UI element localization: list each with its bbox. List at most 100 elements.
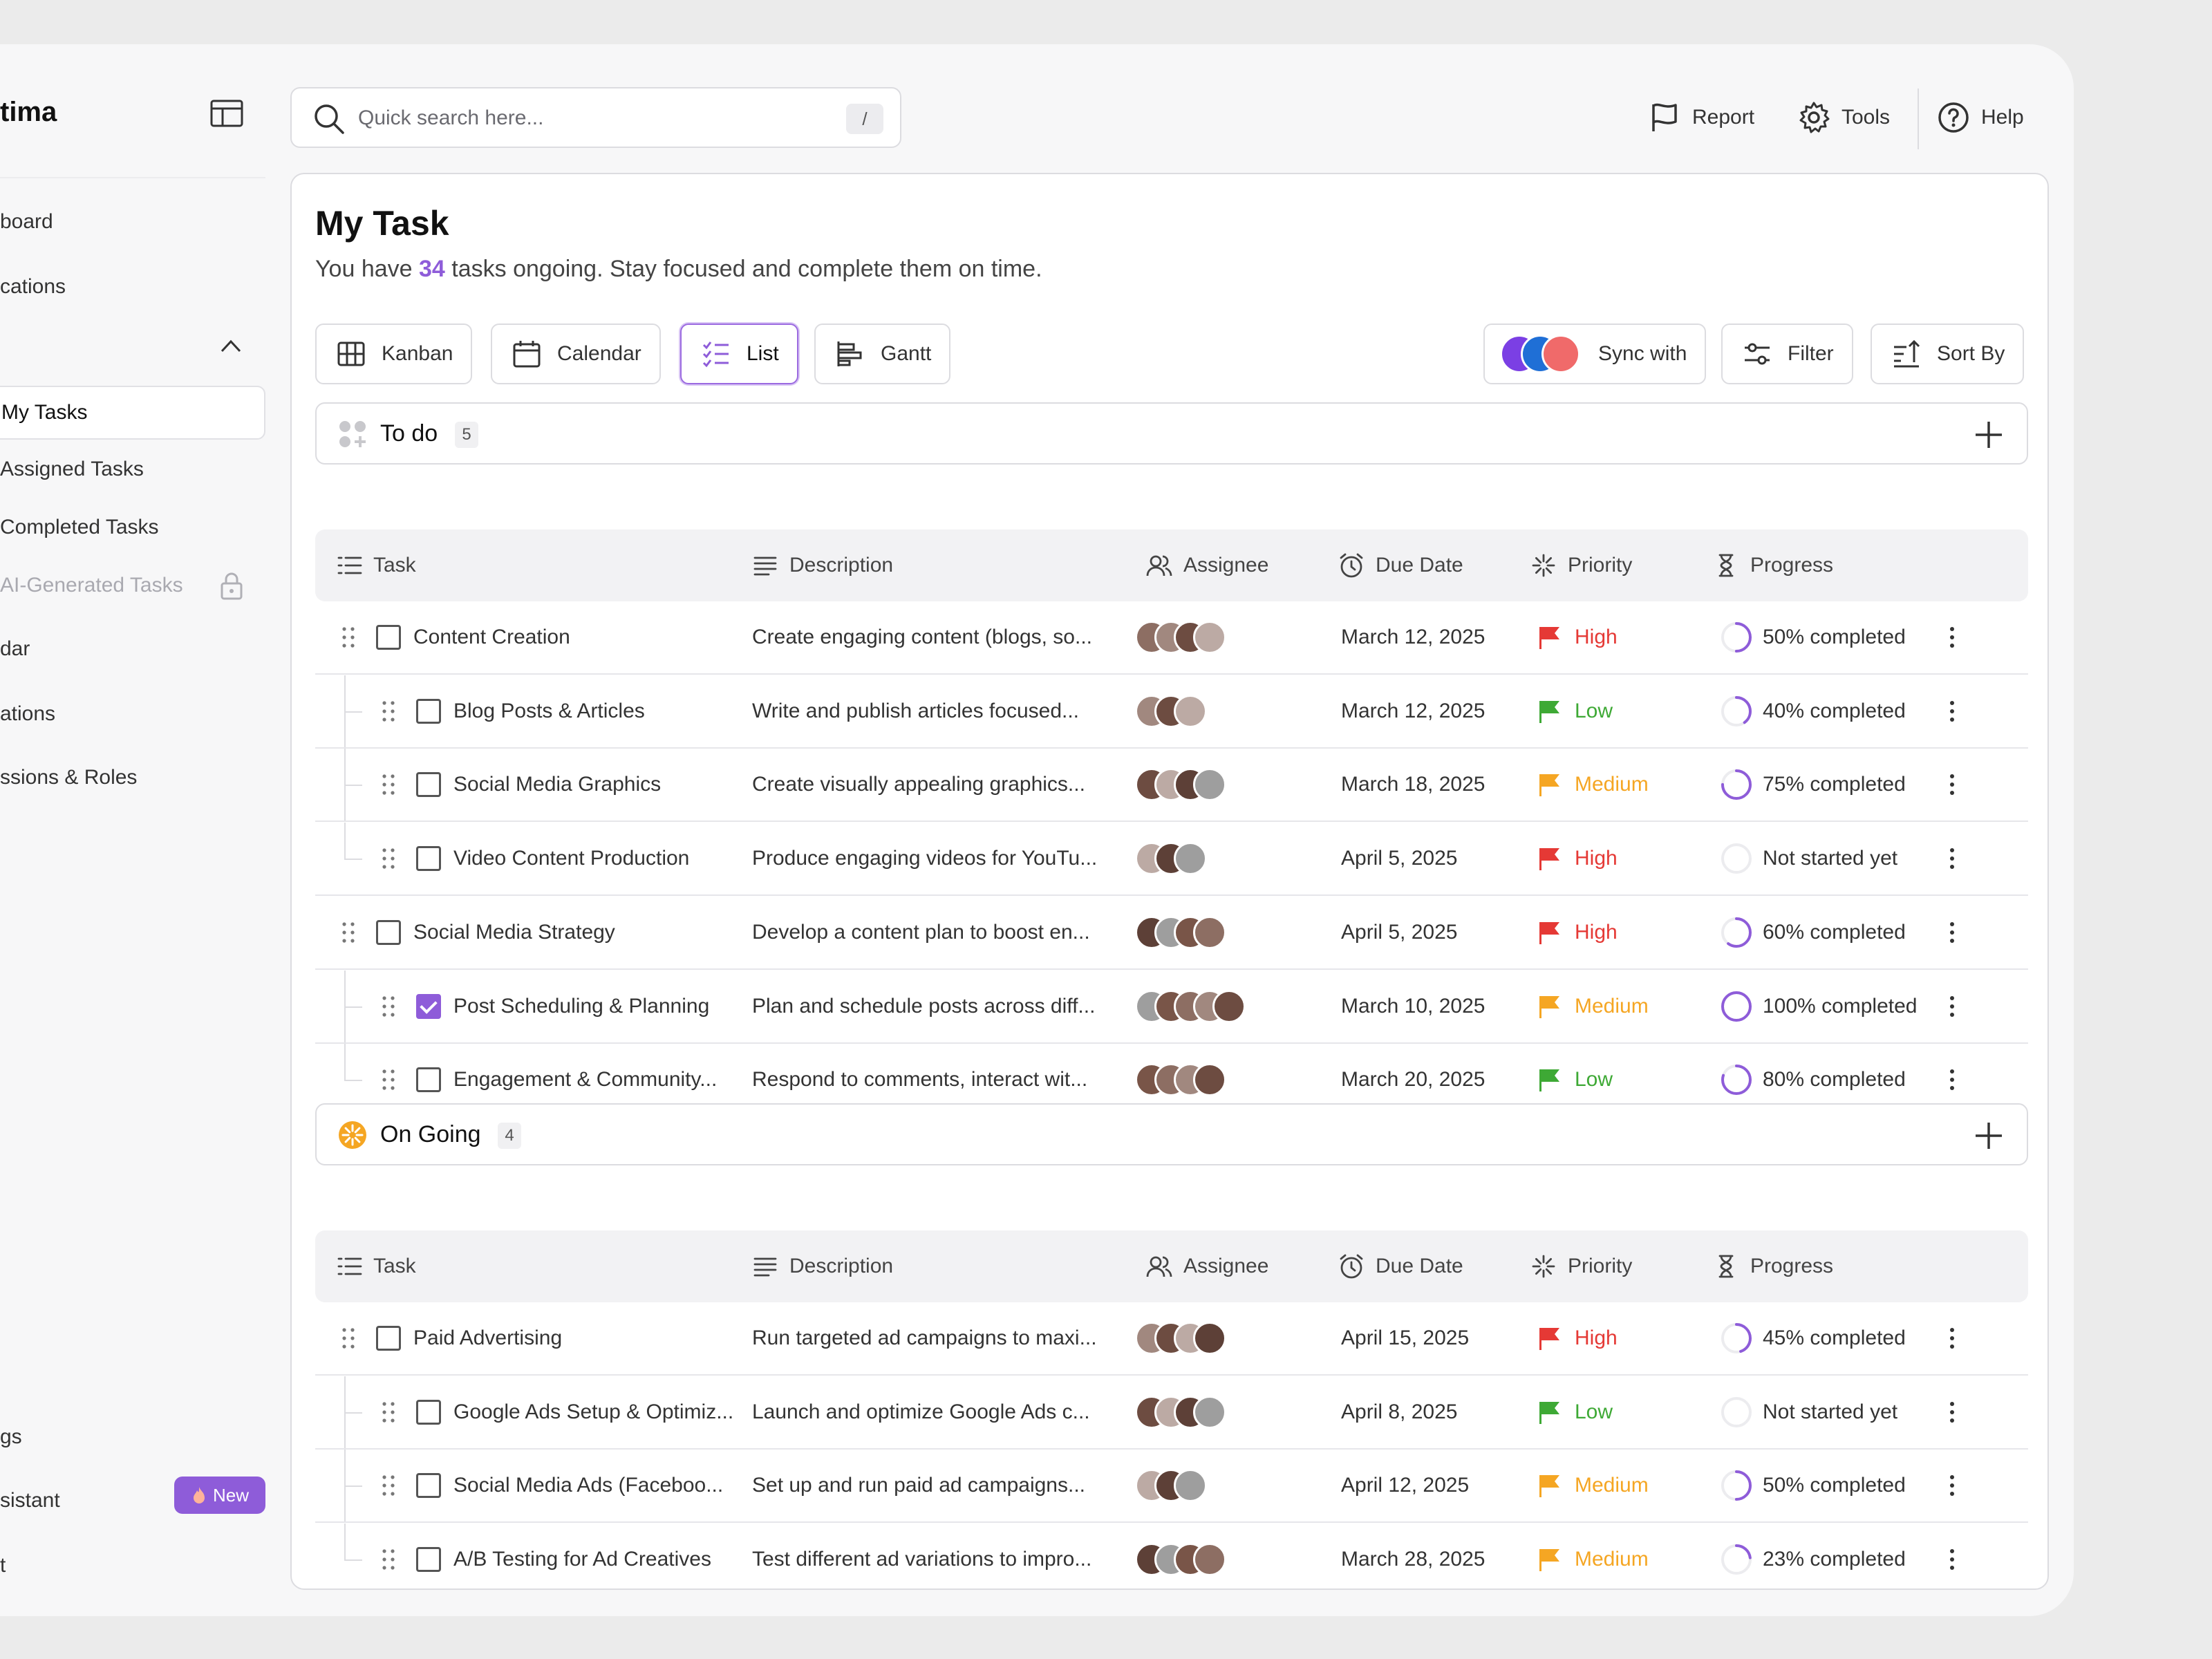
task-checkbox[interactable] [416,1067,441,1093]
task-name[interactable]: Video Content Production [453,847,690,870]
drag-handle-icon[interactable] [380,846,397,871]
drag-handle-icon[interactable] [380,772,397,797]
list-view-button[interactable]: List [680,324,798,384]
sidebar-item-account[interactable]: t [0,1554,6,1577]
drag-handle-icon[interactable] [380,1067,397,1092]
sidebar-item-calendar[interactable]: dar [0,637,30,660]
chevron-up-icon[interactable] [220,337,242,354]
more-options-icon[interactable] [1938,1472,1966,1499]
column-header-progress[interactable]: Progress [1713,1251,1833,1282]
column-header-progress[interactable]: Progress [1713,550,1833,581]
drag-handle-icon[interactable] [340,625,357,650]
table-row[interactable]: Social Media Ads (Faceboo... Set up and r… [315,1450,2028,1524]
more-options-icon[interactable] [1938,771,1966,798]
sidebar-item-assistant[interactable]: sistant [0,1489,60,1512]
task-checkbox[interactable] [416,1547,441,1573]
task-name[interactable]: Content Creation [413,626,570,648]
drag-handle-icon[interactable] [380,699,397,724]
task-checkbox[interactable] [416,1473,441,1499]
table-row[interactable]: Social Media Graphics Create visually app… [315,749,2028,823]
sidebar-item-assigned-tasks[interactable]: Assigned Tasks [0,458,144,480]
gantt-view-button[interactable]: Gantt [814,324,951,384]
task-checkbox[interactable] [376,625,401,650]
column-header-description[interactable]: Description [752,550,893,581]
add-task-icon[interactable] [1971,1118,2006,1153]
task-name[interactable]: Social Media Ads (Faceboo... [453,1474,724,1497]
more-options-icon[interactable] [1938,1398,1966,1426]
drag-handle-icon[interactable] [340,1326,357,1351]
sidebar-item-permissions-roles[interactable]: ssions & Roles [0,766,138,789]
more-options-icon[interactable] [1938,624,1966,651]
column-header-priority[interactable]: Priority [1530,1251,1632,1282]
task-checkbox[interactable] [416,772,441,798]
task-name[interactable]: Google Ads Setup & Optimiz... [453,1400,734,1423]
column-header-description[interactable]: Description [752,1251,893,1282]
task-name[interactable]: Social Media Graphics [453,773,662,796]
search-input[interactable] [358,101,828,135]
table-row[interactable]: Social Media Strategy Develop a content p… [315,897,2028,970]
report-button[interactable]: Report [1648,97,1754,138]
task-name[interactable]: Engagement & Community... [453,1068,718,1091]
column-header-assignee[interactable]: Assignee [1146,1251,1268,1282]
table-row[interactable]: Content Creation Create engaging content … [315,601,2028,675]
add-task-icon[interactable] [1971,418,2006,452]
more-options-icon[interactable] [1938,993,1966,1020]
sidebar-item-notifications[interactable]: cations [0,275,66,298]
task-name[interactable]: Blog Posts & Articles [453,699,645,722]
task-name[interactable]: Paid Advertising [413,1327,563,1349]
sort-by-button[interactable]: Sort By [1871,324,2025,384]
drag-handle-icon[interactable] [340,920,357,945]
task-name[interactable]: Social Media Strategy [413,920,615,944]
more-options-icon[interactable] [1938,697,1966,725]
column-header-due[interactable]: Due Date [1338,1251,1463,1282]
task-checkbox[interactable] [376,919,401,945]
progress-cell: Not started yet [1720,1376,1897,1448]
column-header-due[interactable]: Due Date [1338,550,1463,581]
table-row[interactable]: Blog Posts & Articles Write and publish a… [315,675,2028,749]
column-header-task[interactable]: Task [336,550,416,581]
table-row[interactable]: Google Ads Setup & Optimiz... Launch and … [315,1376,2028,1450]
table-row[interactable]: Video Content Production Produce engaging… [315,823,2028,897]
table-row[interactable]: Paid Advertising Run targeted ad campaign… [315,1302,2028,1376]
task-checkbox[interactable] [376,1326,401,1351]
filter-button[interactable]: Filter [1721,324,1853,384]
drag-handle-icon[interactable] [380,1473,397,1498]
task-checkbox[interactable] [416,698,441,724]
tools-button[interactable]: Tools [1797,97,1890,138]
column-header-priority[interactable]: Priority [1530,550,1632,581]
sidebar-item-integrations[interactable]: ations [0,702,56,725]
column-header-task[interactable]: Task [336,1251,416,1282]
sidebar-item-settings[interactable]: gs [0,1425,22,1448]
sidebar-toggle-icon[interactable] [210,100,243,127]
task-checkbox[interactable] [416,1399,441,1425]
task-name[interactable]: A/B Testing for Ad Creatives [453,1548,711,1571]
help-button[interactable]: Help [1937,97,2024,138]
more-options-icon[interactable] [1938,1066,1966,1094]
priority-label: Low [1575,1400,1613,1423]
task-checkbox[interactable] [416,846,441,872]
more-options-icon[interactable] [1938,1324,1966,1352]
drag-handle-icon[interactable] [380,1400,397,1425]
table-row[interactable]: Post Scheduling & Planning Plan and sched… [315,970,2028,1044]
table-row[interactable]: A/B Testing for Ad Creatives Test differe… [315,1524,2028,1588]
progress-label: Not started yet [1763,847,1898,870]
sidebar-item-completed-tasks[interactable]: Completed Tasks [0,516,159,538]
task-checkbox[interactable] [416,993,441,1019]
sidebar-item-ai-generated-tasks[interactable]: AI-Generated Tasks [0,574,183,597]
calendar-view-button[interactable]: Calendar [491,324,661,384]
sidebar-item-dashboard[interactable]: board [0,210,53,233]
column-header-assignee[interactable]: Assignee [1146,550,1268,581]
sync-with-button[interactable]: Sync with [1483,324,1707,384]
avatar [1174,1469,1207,1503]
drag-handle-icon[interactable] [380,994,397,1019]
task-name[interactable]: Post Scheduling & Planning [453,994,710,1018]
kanban-view-button[interactable]: Kanban [315,324,473,384]
more-options-icon[interactable] [1938,845,1966,872]
drag-handle-icon[interactable] [380,1547,397,1572]
more-options-icon[interactable] [1938,1546,1966,1573]
app-window: tima board cations My Tasks Assigned Tas… [0,44,2074,1616]
priority-label: Medium [1575,994,1649,1018]
sidebar-item-my-tasks[interactable]: My Tasks [0,386,265,440]
more-options-icon[interactable] [1938,919,1966,946]
todo-status-icon [339,421,366,447]
